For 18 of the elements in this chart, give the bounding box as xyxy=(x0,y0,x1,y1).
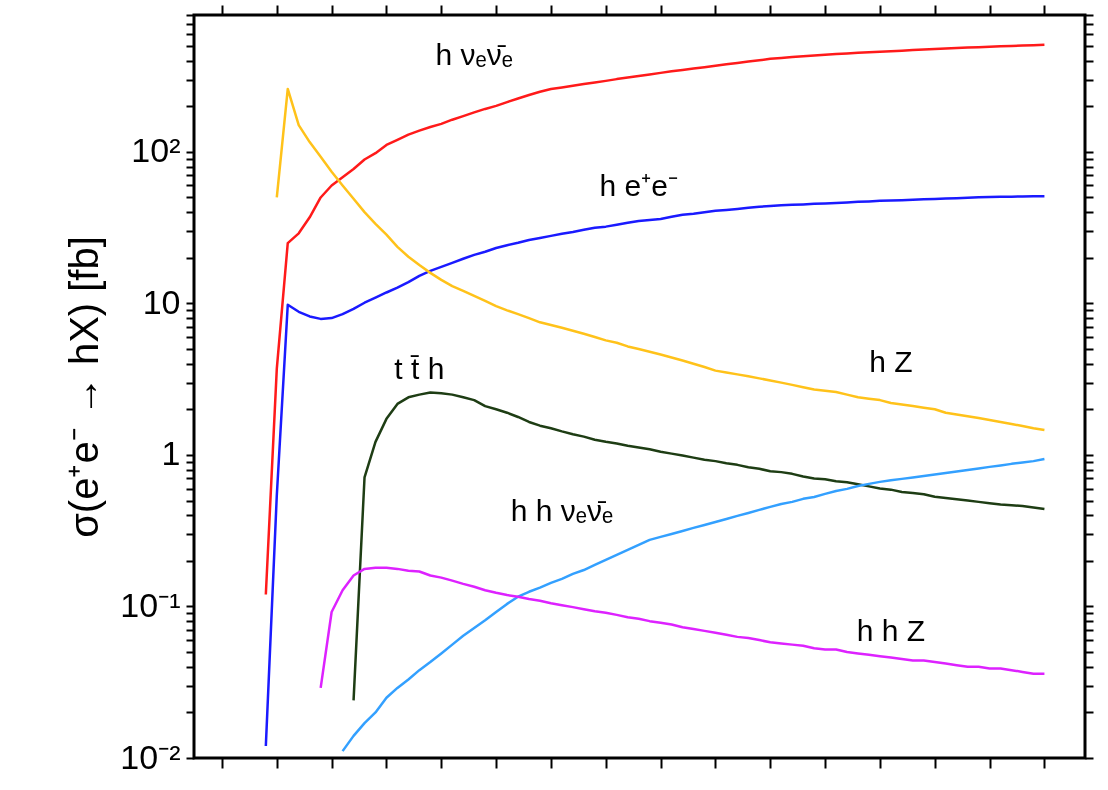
line-series xyxy=(264,194,1046,748)
line-series xyxy=(275,87,1046,432)
series-label: t t̄ h xyxy=(394,351,445,385)
series-label: h e⁺e⁻ xyxy=(599,168,678,202)
line-series xyxy=(264,43,1046,596)
y-axis-title: σ(e⁺e⁻ → hX) [fb] xyxy=(62,236,107,538)
y-tick-label: 1 xyxy=(161,434,181,473)
series-label: h h νₑν̄ₑ xyxy=(510,493,614,527)
y-tick-label: 10⁻² xyxy=(120,737,181,776)
line-series xyxy=(341,457,1046,753)
y-tick-label: 10⁻¹ xyxy=(120,585,181,624)
series-label: h h Z xyxy=(856,613,926,647)
line-series xyxy=(352,391,1046,702)
y-tick-label: 10² xyxy=(131,131,181,170)
line-series xyxy=(319,566,1046,690)
y-tick-label: 10 xyxy=(142,282,181,321)
series-label: h Z xyxy=(869,345,913,379)
series-label: h νₑν̄ₑ xyxy=(435,38,513,72)
